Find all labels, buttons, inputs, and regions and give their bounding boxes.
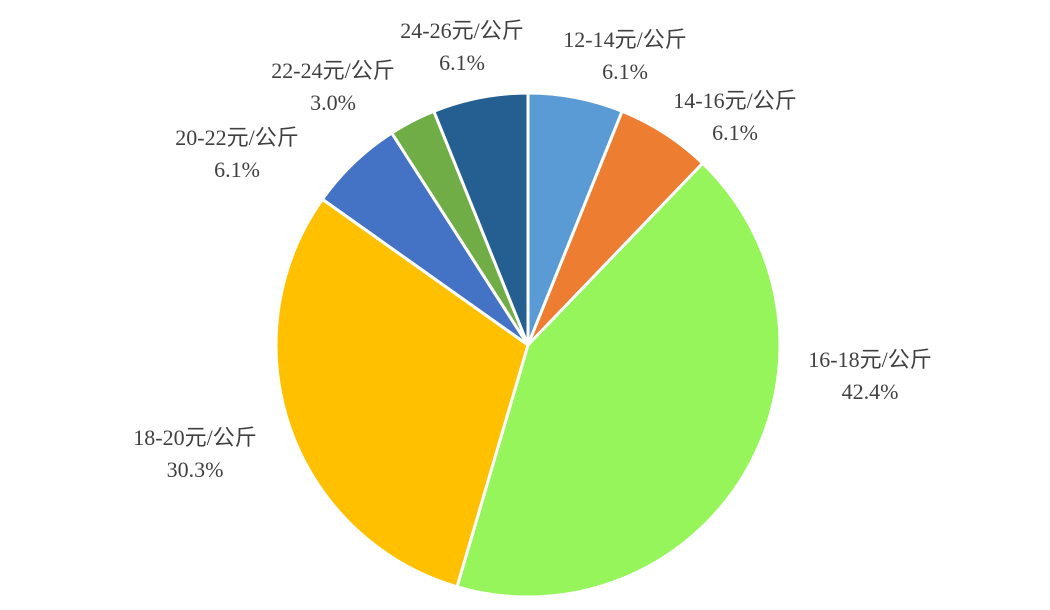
pie-slice xyxy=(455,161,782,599)
slice-value-label: 6.1% xyxy=(712,120,758,145)
slice-category-label: 12-14元/公斤 xyxy=(563,27,686,52)
slice-category-label: 18-20元/公斤 xyxy=(133,425,256,450)
pie-slice xyxy=(274,197,530,589)
slice-value-label: 6.1% xyxy=(214,157,260,182)
slice-value-label: 30.3% xyxy=(167,457,224,482)
slice-category-label: 20-22元/公斤 xyxy=(175,125,298,150)
slice-category-label: 22-24元/公斤 xyxy=(271,58,394,83)
slice-value-label: 42.4% xyxy=(842,379,899,404)
slice-category-label: 24-26元/公斤 xyxy=(400,18,523,43)
slice-category-label: 16-18元/公斤 xyxy=(808,347,931,372)
slice-value-label: 3.0% xyxy=(310,90,356,115)
slice-category-label: 14-16元/公斤 xyxy=(673,88,796,113)
slice-value-label: 6.1% xyxy=(439,50,485,75)
slice-value-label: 6.1% xyxy=(602,59,648,84)
pie-slice xyxy=(431,91,530,346)
